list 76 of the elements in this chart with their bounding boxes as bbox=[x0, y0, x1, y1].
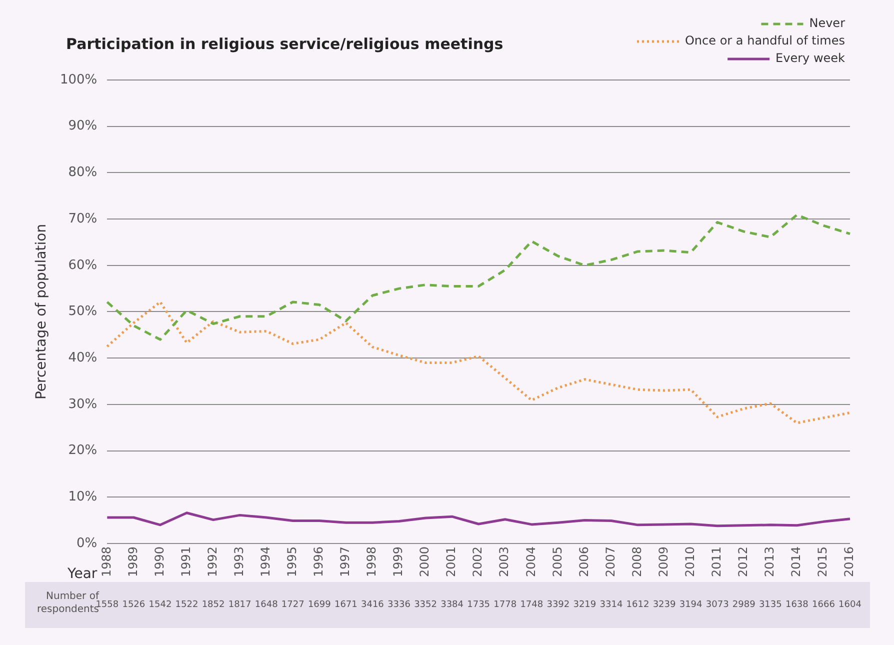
x-tick-label: 1999 bbox=[391, 546, 406, 578]
legend-label: Every week bbox=[776, 51, 846, 66]
x-tick-label: 1998 bbox=[364, 546, 379, 578]
x-tick-label: 2008 bbox=[630, 546, 644, 578]
x-tick-label: 1992 bbox=[205, 546, 220, 578]
y-tick-label: 20% bbox=[68, 443, 98, 458]
x-tick-label: 1994 bbox=[258, 546, 272, 578]
text: 1671 bbox=[334, 600, 358, 610]
text: 1727 bbox=[281, 600, 304, 610]
x-tick-label: 2004 bbox=[524, 546, 538, 578]
x-tick-label: 1997 bbox=[338, 546, 352, 578]
text: 1638 bbox=[785, 600, 808, 610]
y-tick-label: 100% bbox=[60, 72, 98, 88]
text: 1522 bbox=[175, 600, 198, 610]
y-tick-label: 40% bbox=[68, 350, 98, 366]
y-tick-label: 80% bbox=[68, 165, 98, 180]
text: 3416 bbox=[361, 600, 384, 610]
text: 3314 bbox=[600, 600, 623, 610]
y-axis-title: Percentage of population bbox=[34, 224, 50, 400]
y-tick-label: 70% bbox=[68, 211, 98, 226]
text: 1748 bbox=[520, 600, 544, 610]
text: 3135 bbox=[758, 600, 782, 610]
text: 3336 bbox=[388, 600, 410, 610]
y-tick-label: 30% bbox=[68, 396, 98, 412]
x-tick-label: 2005 bbox=[550, 546, 564, 578]
text: 2989 bbox=[732, 600, 756, 610]
line-series bbox=[106, 300, 852, 424]
text: 1778 bbox=[494, 600, 517, 610]
text: 1735 bbox=[467, 600, 490, 610]
x-tick-label: 1991 bbox=[178, 546, 193, 578]
line-series bbox=[106, 214, 852, 341]
text: 1817 bbox=[228, 600, 252, 610]
y-tick-label: 10% bbox=[68, 489, 98, 504]
x-tick-label: 1989 bbox=[126, 546, 140, 578]
x-tick-label: 2006 bbox=[576, 546, 591, 578]
x-tick-label: 1990 bbox=[152, 546, 166, 578]
text: 1699 bbox=[308, 600, 331, 610]
text: 3239 bbox=[652, 600, 676, 610]
x-tick-label: 2010 bbox=[682, 546, 697, 578]
text: 1666 bbox=[812, 600, 835, 610]
x-tick-label: 2009 bbox=[656, 546, 670, 578]
x-tick-label: 1996 bbox=[312, 546, 326, 578]
x-tick-label: 2003 bbox=[497, 546, 512, 578]
x-tick-label: 2011 bbox=[709, 546, 724, 578]
chart-title: Participation in religious service/religious meetings bbox=[66, 34, 504, 53]
x-tick-label: 1993 bbox=[232, 546, 246, 578]
x-tick-label: 2015 bbox=[816, 546, 830, 578]
text: 1542 bbox=[148, 600, 172, 610]
text: 3194 bbox=[679, 600, 702, 610]
x-tick-label: 2013 bbox=[762, 546, 777, 578]
legend-label: Once or a handful of times bbox=[684, 34, 845, 48]
text: 3073 bbox=[706, 600, 729, 610]
x-tick-label: 2016 bbox=[842, 546, 856, 578]
text: 3392 bbox=[546, 600, 570, 610]
x-tick-label: 2000 bbox=[418, 546, 432, 578]
text: 1604 bbox=[838, 600, 862, 610]
y-tick-label: 90% bbox=[68, 118, 98, 134]
legend-label: Never bbox=[809, 16, 846, 30]
text: 3352 bbox=[414, 600, 437, 610]
y-tick-label: 0% bbox=[76, 536, 98, 551]
x-axis-title: Year bbox=[66, 566, 98, 582]
x-tick-label: 1995 bbox=[285, 546, 299, 578]
y-tick-label: 50% bbox=[68, 304, 98, 320]
y-tick-label: 60% bbox=[68, 258, 98, 273]
text: 1526 bbox=[122, 600, 146, 610]
x-tick-label: 2012 bbox=[736, 546, 750, 578]
x-tick-label: 2014 bbox=[789, 546, 804, 578]
text: 1648 bbox=[254, 600, 278, 610]
text: 3219 bbox=[573, 600, 596, 610]
text: 3384 bbox=[440, 600, 464, 610]
x-tick-label: 1988 bbox=[99, 546, 114, 578]
text: 1612 bbox=[626, 600, 650, 610]
x-tick-label: 2007 bbox=[603, 546, 618, 578]
x-tick-label: 2002 bbox=[470, 546, 485, 578]
text: 1852 bbox=[202, 600, 225, 610]
x-tick-label: 2001 bbox=[444, 546, 458, 578]
